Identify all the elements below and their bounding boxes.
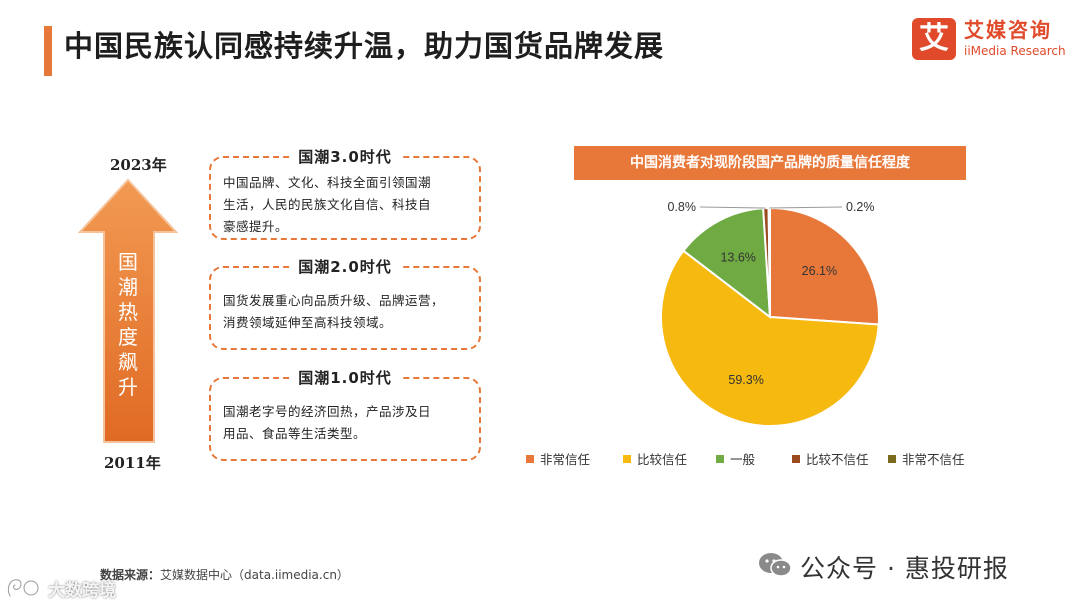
chart-legend: 非常信任 比较信任 一般 比较不信任 非常不信任 — [526, 451, 986, 469]
arrow-char: 升 — [118, 375, 138, 399]
pie-slice-1 — [769, 206, 880, 326]
legend-swatch — [888, 455, 896, 463]
era-line: 消费领域延伸至高科技领域。 — [223, 315, 393, 330]
pie-slice-2 — [660, 249, 880, 427]
pie-chart: 26.1% 59.3% 13.6% 0.8% 0.2% — [660, 200, 880, 427]
pie-slice-3 — [682, 207, 772, 320]
legend-label: 比较不信任 — [806, 452, 869, 467]
year-top: 2023年 — [110, 156, 167, 174]
page-title: 中国民族认同感持续升温，助力国货品牌发展 — [64, 29, 665, 63]
legend-item: 一般 — [716, 451, 755, 469]
legend-label: 非常不信任 — [902, 452, 965, 467]
legend-item: 非常信任 — [526, 451, 590, 469]
era-title: 国潮3.0时代 — [290, 148, 400, 166]
logo-mark: 艾 — [912, 18, 956, 60]
arrow-char: 国 — [118, 250, 138, 274]
era-line: 国货发展重心向品质升级、品牌运营， — [223, 293, 445, 308]
pie-data-label: 0.8% — [668, 200, 697, 214]
arrow-char: 潮 — [118, 275, 138, 299]
legend-item: 非常不信任 — [888, 451, 965, 469]
pie-data-label: 59.3% — [728, 373, 763, 387]
era-box-2: 国潮2.0时代 国货发展重心向品质升级、品牌运营， 消费领域延伸至高科技领域。 — [209, 258, 481, 350]
logo-en-text: iiMedia Research — [964, 44, 1066, 58]
source-text: 艾媒数据中心（data.iimedia.cn） — [160, 568, 349, 582]
legend-swatch — [526, 455, 534, 463]
watermark-logo-icon — [6, 578, 40, 598]
legend-swatch — [623, 455, 631, 463]
pie-slice-5 — [767, 206, 771, 318]
data-source: 数据来源：艾媒数据中心（data.iimedia.cn） — [100, 566, 349, 583]
iimedia-logo: 艾 艾媒咨询 iiMedia Research — [912, 18, 1072, 64]
pie-data-label: 13.6% — [720, 250, 755, 264]
era-line: 国潮老字号的经济回热，产品涉及日 — [223, 404, 432, 419]
legend-label: 一般 — [730, 452, 756, 467]
legend-swatch — [716, 455, 724, 463]
wechat-account-text: 公众号 · 惠投研报 — [800, 554, 1009, 583]
up-arrow-icon — [77, 178, 179, 443]
legend-item: 比较信任 — [623, 451, 687, 469]
chart-title: 中国消费者对现阶段国产品牌的质量信任程度 — [574, 146, 966, 180]
era-description: 国货发展重心向品质升级、品牌运营， 消费领域延伸至高科技领域。 — [223, 290, 471, 334]
era-box-3: 国潮3.0时代 中国品牌、文化、科技全面引领国潮 生活，人民的民族文化自信、科技… — [209, 148, 481, 240]
pie-data-label: 26.1% — [802, 264, 837, 278]
era-line: 豪感提升。 — [223, 219, 289, 234]
era-line: 用品、食品等生活类型。 — [223, 426, 367, 441]
legend-label: 比较信任 — [637, 452, 688, 467]
era-box-1: 国潮1.0时代 国潮老字号的经济回热，产品涉及日 用品、食品等生活类型。 — [209, 369, 481, 461]
title-accent-bar — [44, 26, 52, 76]
arrow-char: 热 — [118, 300, 138, 324]
wechat-icon — [759, 553, 792, 577]
pie-data-label: 0.2% — [846, 200, 875, 214]
legend-swatch — [792, 455, 800, 463]
era-description: 国潮老字号的经济回热，产品涉及日 用品、食品等生活类型。 — [223, 401, 471, 445]
watermark-text: 大数跨境 — [48, 581, 116, 601]
pie-leader-line — [769, 206, 843, 209]
year-bottom: 2011年 — [104, 454, 161, 472]
era-title: 国潮2.0时代 — [290, 258, 400, 276]
corner-watermark: 大数跨境 — [4, 574, 116, 604]
arrow-label: 国 潮 热 度 飙 升 — [108, 250, 148, 400]
era-description: 中国品牌、文化、科技全面引领国潮 生活，人民的民族文化自信、科技自 豪感提升。 — [223, 172, 471, 238]
legend-label: 非常信任 — [540, 452, 591, 467]
era-line: 生活，人民的民族文化自信、科技自 — [223, 197, 432, 212]
era-title: 国潮1.0时代 — [290, 369, 400, 387]
source-label: 数据来源： — [100, 568, 161, 582]
era-line: 中国品牌、文化、科技全面引领国潮 — [223, 175, 432, 190]
logo-cn-text: 艾媒咨询 — [964, 18, 1052, 42]
arrow-char: 飙 — [118, 350, 138, 374]
legend-item: 比较不信任 — [792, 451, 869, 469]
arrow-char: 度 — [118, 325, 138, 349]
pie-leader-line — [699, 206, 766, 209]
